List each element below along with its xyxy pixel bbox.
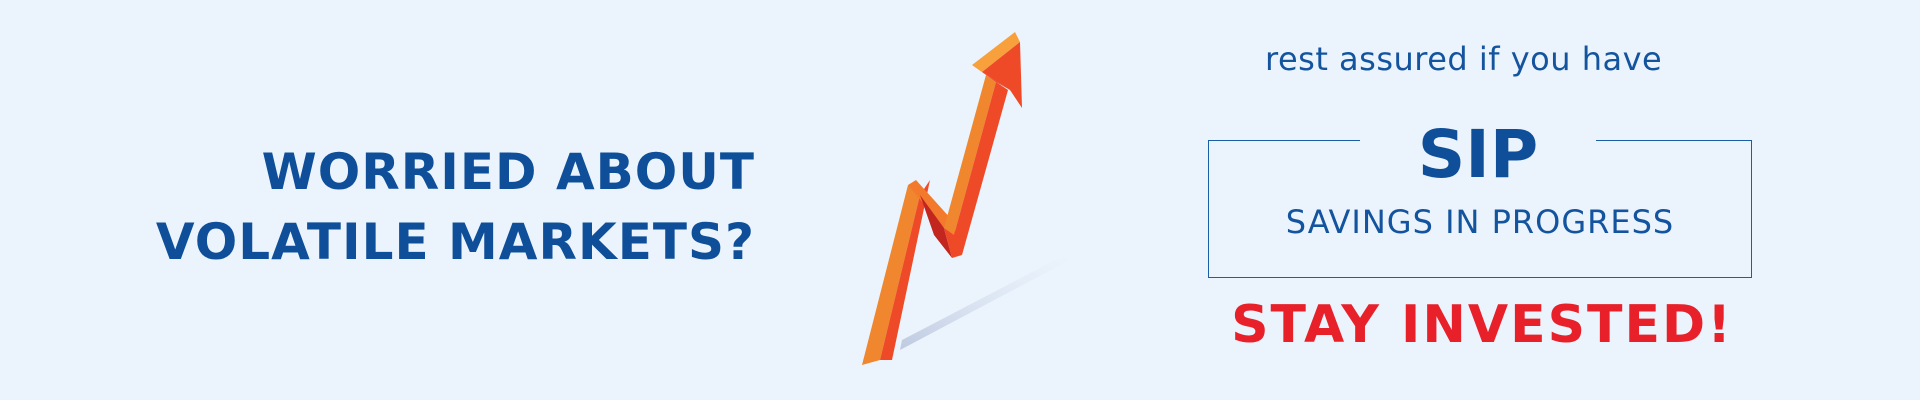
arrow-head-front bbox=[982, 42, 1022, 108]
arrow-segment-lower-front bbox=[880, 180, 930, 360]
cta-text: STAY INVESTED! bbox=[1231, 295, 1733, 355]
arrow-shadow bbox=[900, 255, 1070, 350]
sip-subtitle: SAVINGS IN PROGRESS bbox=[1285, 203, 1675, 241]
headline: WORRIED ABOUT VOLATILE MARKETS? bbox=[156, 137, 755, 277]
arrow-segment-middle-shadow bbox=[920, 195, 952, 258]
rising-trend-arrow-icon bbox=[840, 20, 1080, 380]
tagline: rest assured if you have bbox=[1265, 40, 1663, 78]
arrow-segment-upper-side bbox=[944, 75, 996, 235]
sip-title: SIP bbox=[1360, 110, 1596, 200]
arrow-segment-middle-top bbox=[908, 180, 952, 228]
headline-line-1: WORRIED ABOUT bbox=[261, 143, 755, 201]
arrow-segment-lower-side bbox=[862, 185, 920, 365]
arrow-segment-upper-front bbox=[954, 82, 1008, 255]
arrow-head-top bbox=[972, 32, 1020, 72]
headline-line-2: VOLATILE MARKETS? bbox=[155, 213, 755, 271]
